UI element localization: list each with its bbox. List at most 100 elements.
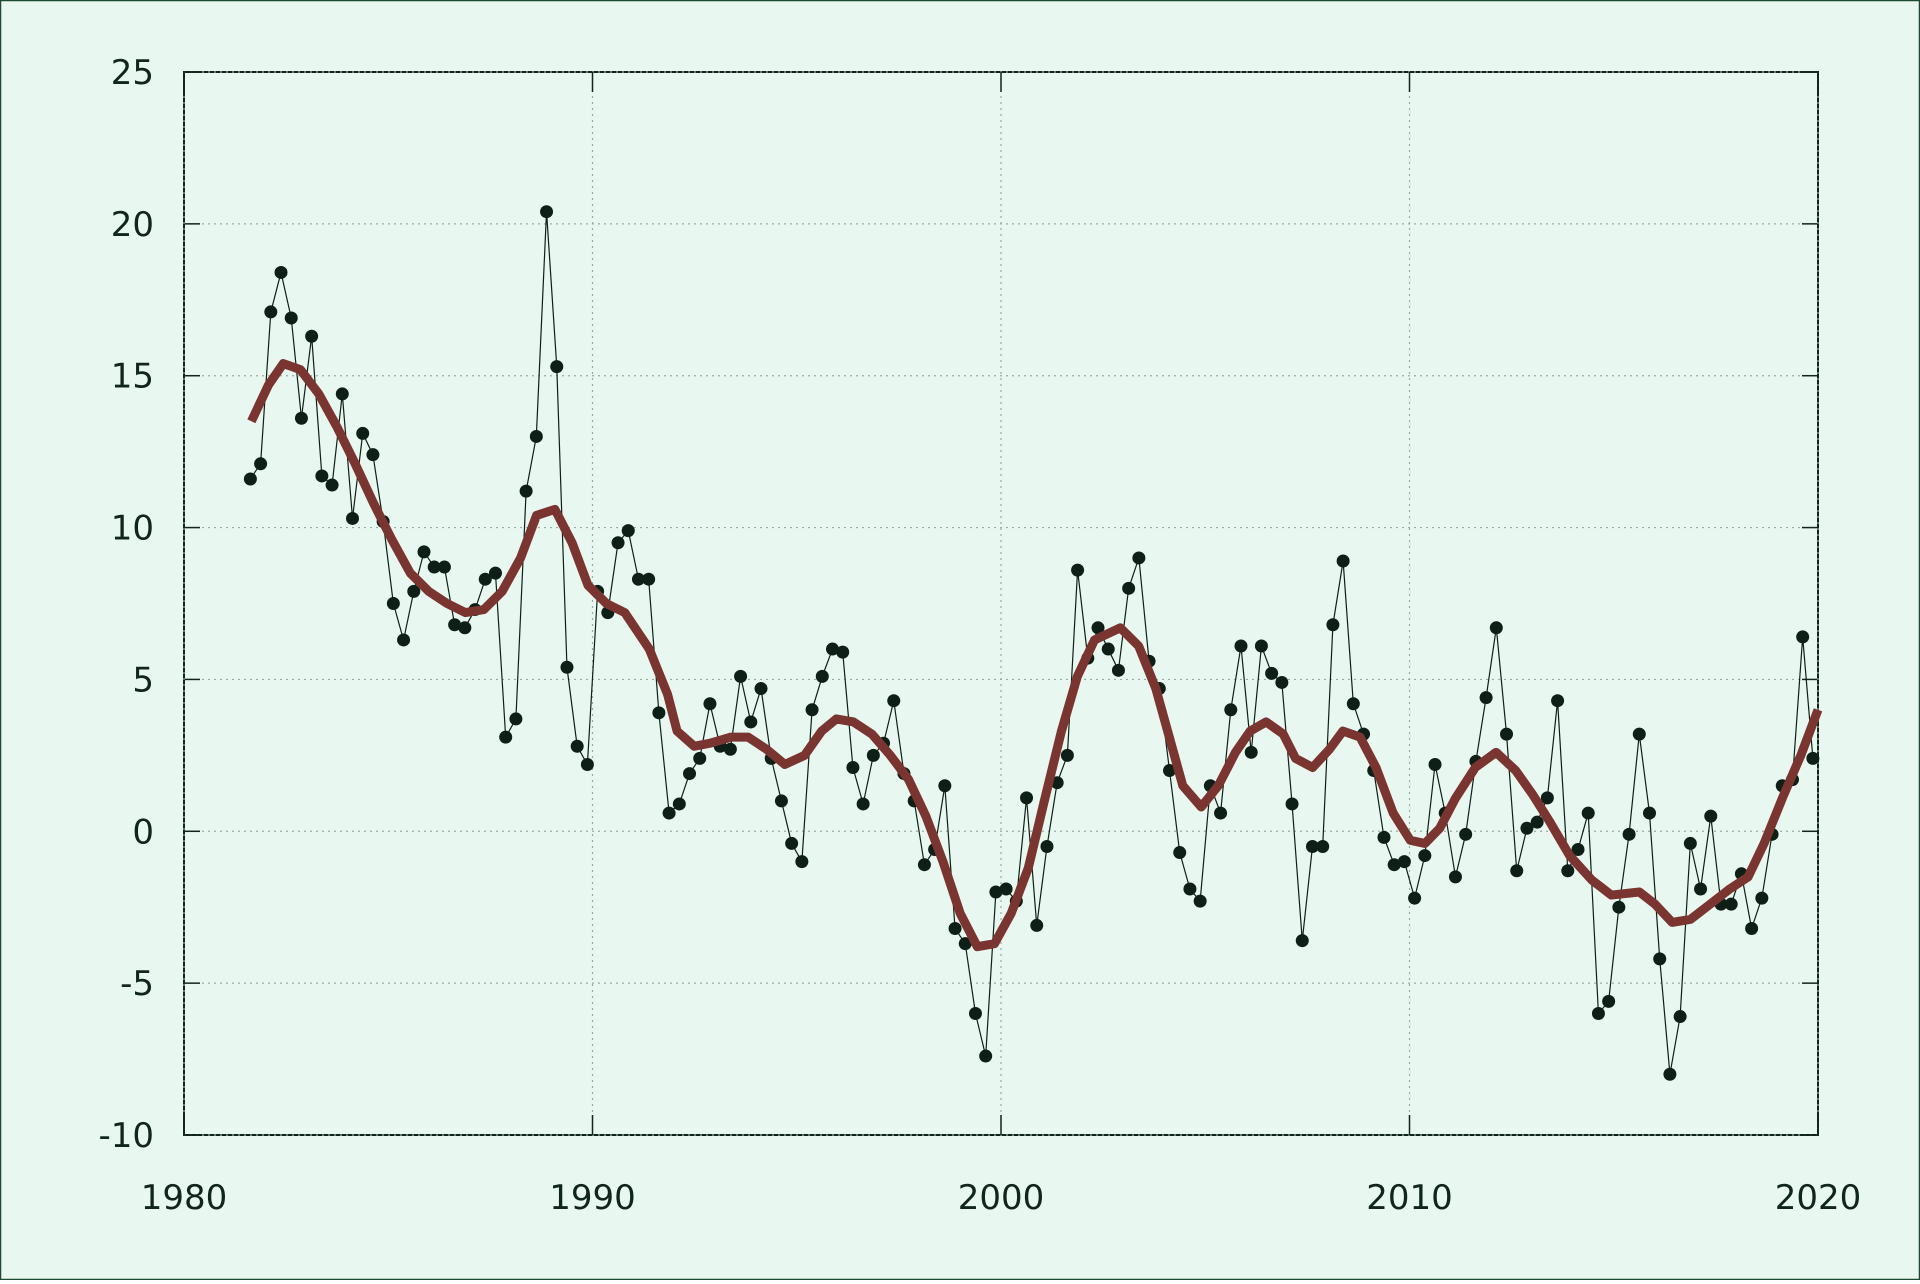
x-tick-label: 1980 (141, 1178, 228, 1218)
data-point (315, 469, 329, 483)
y-tick-label: 10 (111, 509, 154, 549)
data-point (1163, 764, 1177, 778)
data-point (1408, 891, 1422, 905)
data-point (254, 457, 268, 471)
data-point (1101, 642, 1115, 656)
data-point (1428, 757, 1442, 771)
data-point (346, 511, 360, 525)
data-point (529, 429, 543, 443)
data-point (1510, 864, 1524, 878)
data-point (274, 265, 288, 279)
y-tick-label: 20 (111, 205, 154, 245)
data-point (1602, 994, 1616, 1008)
data-point (1561, 864, 1575, 878)
y-tick-label: -10 (98, 1116, 154, 1156)
data-point (815, 669, 829, 683)
data-point (1663, 1067, 1677, 1081)
data-point (397, 633, 411, 647)
data-point (795, 855, 809, 869)
data-point (621, 524, 635, 538)
data-point (356, 426, 370, 440)
data-point (631, 572, 645, 586)
data-point (1265, 666, 1279, 680)
x-tick-label: 2000 (958, 1178, 1045, 1218)
data-point (805, 703, 819, 717)
data-point (427, 560, 441, 574)
data-point (550, 360, 564, 374)
data-point (917, 858, 931, 872)
data-point (703, 697, 717, 711)
data-point (1796, 630, 1810, 644)
data-point (1418, 849, 1432, 863)
series-line (247, 359, 1823, 952)
data-point (1285, 797, 1299, 811)
data-point (1448, 870, 1462, 884)
data-point (1071, 563, 1085, 577)
data-point (1520, 821, 1534, 835)
data-point (1459, 827, 1473, 841)
data-point (1387, 858, 1401, 872)
data-point (1295, 934, 1309, 948)
data-point (305, 329, 319, 343)
data-point (1254, 639, 1268, 653)
data-point (1040, 839, 1054, 853)
data-point (968, 1007, 982, 1021)
data-point (1214, 806, 1228, 820)
x-tick-label: 2010 (1366, 1178, 1453, 1218)
data-point (734, 669, 748, 683)
data-point (774, 794, 788, 808)
data-point (825, 642, 839, 656)
data-point (1683, 836, 1697, 850)
data-point (611, 536, 625, 550)
data-point (325, 478, 339, 492)
data-point (642, 572, 656, 586)
data-point (1704, 809, 1718, 823)
data-point (999, 882, 1013, 896)
data-point (1540, 791, 1554, 805)
data-point (1111, 663, 1125, 677)
data-point (1336, 554, 1350, 568)
data-point (693, 751, 707, 765)
data-point (1530, 815, 1544, 829)
data-point (785, 836, 799, 850)
data-point (744, 715, 758, 729)
data-point (478, 572, 492, 586)
data-point (1020, 791, 1034, 805)
data-point (866, 748, 880, 762)
data-point (264, 305, 278, 319)
data-point (683, 767, 697, 781)
data-point (1173, 846, 1187, 860)
x-tick-label: 1990 (549, 1178, 636, 1218)
y-tick-label: 25 (111, 53, 154, 93)
data-point (1316, 839, 1330, 853)
data-point (1612, 900, 1626, 914)
data-point (448, 618, 462, 632)
data-point (1326, 618, 1340, 632)
data-point (560, 660, 574, 674)
data-point (458, 621, 472, 635)
data-point (519, 484, 533, 498)
data-point (1183, 882, 1197, 896)
data-point (1479, 691, 1493, 705)
data-point (1591, 1007, 1605, 1021)
data-point (1377, 830, 1391, 844)
data-point (1122, 581, 1136, 595)
data-point (540, 205, 554, 219)
data-point (938, 779, 952, 793)
data-point (407, 584, 421, 598)
data-point (366, 448, 380, 462)
data-point (1673, 1010, 1687, 1024)
data-point (335, 387, 349, 401)
data-point (1571, 843, 1585, 857)
data-point (958, 937, 972, 951)
data-point (1806, 751, 1820, 765)
data-point (386, 597, 400, 610)
data-point (1305, 839, 1319, 853)
data-point (1694, 882, 1708, 896)
data-point (1224, 703, 1238, 717)
data-point (417, 545, 431, 559)
data-point (1234, 639, 1248, 653)
data-point (1489, 621, 1503, 635)
